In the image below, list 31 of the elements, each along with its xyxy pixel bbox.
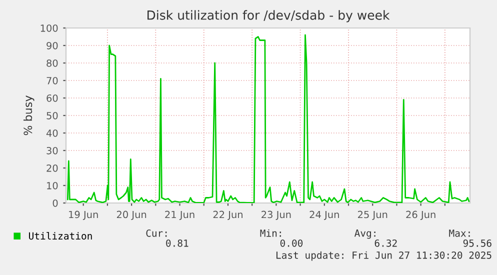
text: Max:: [449, 230, 470, 237]
y-tick-label: 90: [46, 42, 58, 50]
x-tick-label: 21 Jun: [165, 210, 194, 220]
x-tick-label: 25 Jun: [358, 210, 388, 220]
x-tick-label: 23 Jun: [262, 210, 291, 220]
y-tick-label: 0: [52, 199, 58, 207]
text: 0.81: [166, 239, 188, 247]
text: Cur:: [146, 229, 167, 237]
y-tick-label: 30: [46, 146, 58, 154]
text: 6.32: [374, 239, 397, 247]
text: Min:: [260, 229, 281, 237]
x-tick-label: 26 Jun: [406, 210, 436, 220]
x-tick-label: 20 Jun: [116, 210, 146, 220]
text: Last update: Fri Jun 27 11:30:20 2025: [276, 251, 492, 261]
y-tick-label: 10: [47, 182, 58, 190]
chart-title: Disk utilization for /dev/sdab - by week: [148, 10, 390, 22]
y-tick-label: 70: [46, 76, 58, 84]
y-tick-label: 40: [46, 129, 58, 137]
y-tick-label: 80: [46, 59, 58, 67]
text: Avg:: [354, 230, 376, 239]
y-tick-label: 100: [40, 24, 58, 32]
text: 95.56: [463, 239, 492, 247]
y-tick-label: 20: [46, 164, 58, 172]
text: 0.00: [280, 239, 303, 247]
y-tick-label: 50: [46, 112, 58, 120]
legend-label: Utilization: [29, 232, 92, 240]
y-tick-label: 60: [46, 94, 58, 102]
x-tick-label: 19 Jun: [69, 210, 98, 220]
y-axis-title: % busy: [23, 96, 34, 136]
x-tick-label: 24 Jun: [310, 210, 339, 220]
x-tick-label: 22 Jun: [213, 210, 242, 220]
